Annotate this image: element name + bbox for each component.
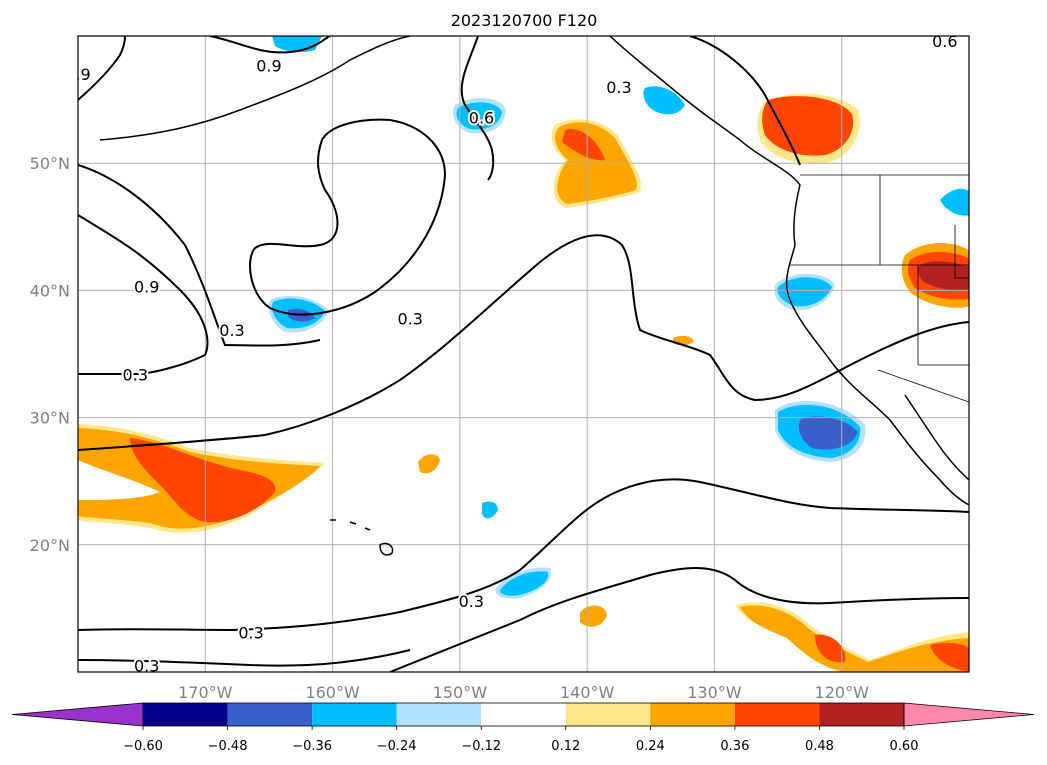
colorbar-swatch xyxy=(227,703,313,726)
lon-tick-label: 170°W xyxy=(178,683,233,702)
colorbar-swatch xyxy=(312,703,397,726)
anomaly-region-negative xyxy=(482,501,498,519)
hawaii-islands xyxy=(330,519,394,556)
contour-label: 0.9 xyxy=(65,65,90,84)
anomaly-region-negative xyxy=(798,416,858,450)
lon-tick-label: 150°W xyxy=(433,683,488,702)
contour-line xyxy=(78,214,209,376)
colorbar-tick-label: 0.48 xyxy=(805,739,834,754)
lat-tick-label: 40°N xyxy=(30,281,70,300)
anomaly-region-positive xyxy=(815,634,846,663)
contour-label: 0.3 xyxy=(459,592,484,611)
contour-label: 0.9 xyxy=(256,56,281,75)
anomaly-region-positive xyxy=(918,261,969,291)
anomaly-region-positive xyxy=(762,96,854,156)
contour-labels: 0.9 0.9 0.9 0.6 0.3 0.6 0.3 0.3 0.3 0.3 0.3 0.3 xyxy=(65,32,960,676)
colorbar-extend-high xyxy=(903,702,1035,727)
contour-label: 0.9 xyxy=(134,278,159,297)
lon-tick-label: 160°W xyxy=(305,683,360,702)
anomaly-region-positive xyxy=(562,129,605,161)
lon-tick-label: 120°W xyxy=(815,683,870,702)
colorbar-extend-low xyxy=(11,702,144,727)
colorbar-outline xyxy=(142,702,905,727)
chart-title: 2023120700 F120 xyxy=(451,11,598,30)
colorbar-swatch xyxy=(565,703,651,726)
map-gridlines xyxy=(78,36,969,672)
alaska-coast xyxy=(99,36,411,141)
contour-line xyxy=(689,36,801,166)
baja-peninsula xyxy=(904,394,969,481)
contour-label: 0.3 xyxy=(134,657,159,676)
contour-label: 0.6 xyxy=(469,108,494,127)
lat-tick-label: 50°N xyxy=(30,154,70,173)
colorbar-tick-label: 0.24 xyxy=(636,739,665,754)
colorbar-swatch xyxy=(143,703,228,726)
map-frame xyxy=(77,35,970,673)
anomaly-region-negative xyxy=(643,86,685,115)
colorbar-tick-label: 0.60 xyxy=(890,739,919,754)
contour-line xyxy=(389,567,969,672)
colorbar-swatch xyxy=(481,703,566,726)
coastlines xyxy=(99,36,969,556)
colorbar-tick-label: −0.48 xyxy=(208,739,248,754)
colorbar-swatch xyxy=(819,703,904,726)
colorbar-swatch xyxy=(396,703,482,726)
colorbar-tick-labels: −0.60 −0.48 −0.36 −0.24 −0.12 0.12 0.24 0.36 0.4… xyxy=(123,726,918,754)
contour-line xyxy=(78,164,321,347)
contour-line xyxy=(78,36,126,101)
contour-line xyxy=(209,36,331,54)
contour-lines xyxy=(78,36,969,672)
lat-tick-label: 30°N xyxy=(30,409,70,428)
colorbar-tick-label: −0.24 xyxy=(377,739,417,754)
anomaly-region-positive xyxy=(130,438,276,523)
colorbar-swatch xyxy=(734,703,820,726)
anomaly-region-positive xyxy=(930,642,969,672)
colorbar-tick-label: 0.12 xyxy=(551,739,580,754)
colorbar-tick-label: 0.36 xyxy=(720,739,749,754)
anomaly-region-positive xyxy=(740,605,969,672)
colorbar-tick-label: −0.12 xyxy=(461,739,501,754)
contour-line xyxy=(78,478,969,632)
colorbar-swatch xyxy=(650,703,735,726)
contour-line xyxy=(78,649,411,667)
north-america-coastline xyxy=(609,36,969,506)
latitude-tick-labels: 50°N 40°N 30°N 20°N xyxy=(30,154,70,555)
state-borders xyxy=(790,174,969,403)
contour-line xyxy=(78,234,969,451)
colorbar-tick-label: −0.36 xyxy=(292,739,332,754)
colorbar-tick-label: −0.60 xyxy=(123,739,163,754)
contour-label: 0.3 xyxy=(397,309,422,328)
anomaly-region-white xyxy=(78,460,160,500)
contour-label: 0.3 xyxy=(123,365,148,384)
lon-tick-label: 140°W xyxy=(560,683,615,702)
anomaly-region-positive xyxy=(418,454,440,474)
contour-label: 0.3 xyxy=(219,321,244,340)
state-boundaries xyxy=(790,175,969,403)
contour-label: 0.3 xyxy=(238,624,263,643)
contour-label: 0.3 xyxy=(606,78,631,97)
longitude-tick-labels: 170°W 160°W 150°W 140°W 130°W 120°W xyxy=(178,683,869,702)
contour-label: 0.6 xyxy=(932,32,957,51)
shaded-anomaly-layer xyxy=(78,36,969,672)
lon-tick-label: 130°W xyxy=(687,683,742,702)
colorbar xyxy=(11,702,1035,727)
contour-line xyxy=(460,36,495,181)
anomaly-region-negative xyxy=(940,188,969,216)
anomaly-region-negative xyxy=(500,571,549,596)
lat-tick-label: 20°N xyxy=(30,536,70,555)
anomaly-region-negative xyxy=(777,277,832,307)
contour-line xyxy=(249,118,447,316)
